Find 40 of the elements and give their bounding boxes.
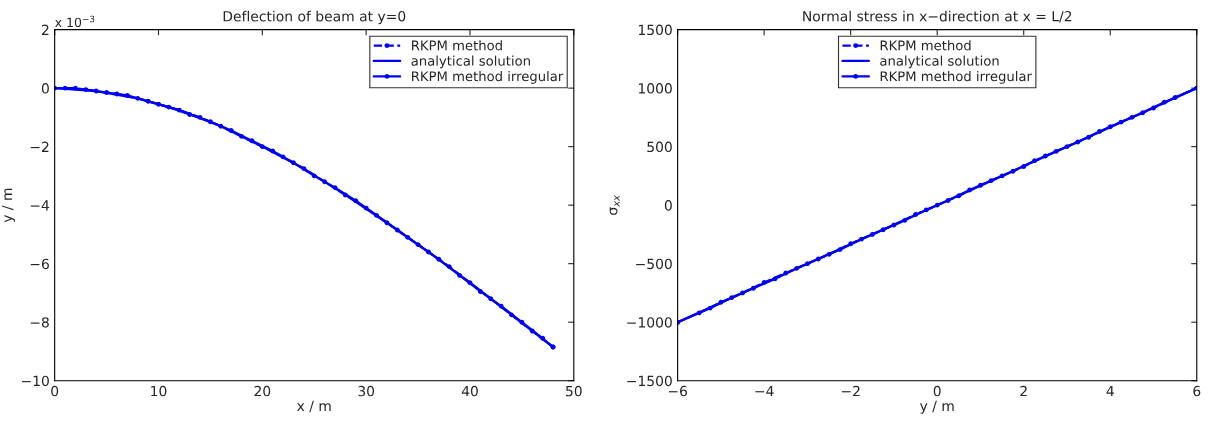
y-tick-label: −2 — [30, 141, 49, 152]
y-tick-label: 2 — [41, 24, 49, 35]
y-tick-label: −1000 — [627, 317, 672, 328]
x-tick-label: 0 — [51, 385, 59, 397]
chart-title: Deflection of beam at y=0 — [223, 10, 406, 25]
x-tick-label: −6 — [668, 385, 687, 397]
y-axis-title: y / m — [1, 188, 15, 223]
x-tick-label: −4 — [755, 385, 774, 397]
x-tick-label: 2 — [1020, 385, 1027, 397]
y-tick-label: 1000 — [638, 83, 672, 94]
legend-label: RKPM method irregular — [880, 70, 1032, 84]
legend-label: RKPM method — [880, 40, 971, 51]
x-axis-title: y / m — [919, 400, 954, 414]
x-tick-label: 4 — [1106, 385, 1114, 397]
x-tick-label: 6 — [1193, 385, 1201, 397]
y-tick-label: 500 — [647, 141, 672, 153]
y-tick-label: −4 — [30, 200, 50, 211]
x-tick-label: 20 — [254, 385, 271, 397]
x-tick-label: 50 — [566, 385, 582, 397]
y-tick-label: −1500 — [627, 375, 672, 387]
y-tick-label: 1500 — [638, 24, 672, 36]
text: x 10$^{−3}$ — [55, 15, 95, 28]
legend-label: analytical solution — [880, 55, 999, 69]
y-tick-label: −8 — [30, 317, 49, 328]
x-tick-label: 40 — [461, 385, 478, 397]
x-tick-label: 10 — [151, 385, 167, 397]
x-tick-label: 0 — [933, 385, 941, 397]
chart-title: Normal stress in x−direction at x = L/2 — [803, 10, 1072, 23]
y-axis-title: σ$_{xx}$ — [609, 195, 620, 215]
x-tick-label: 30 — [358, 385, 375, 397]
x-tick-label: −2 — [841, 385, 860, 397]
legend-label: analytical solution — [411, 55, 530, 69]
x-axis-title: x / m — [297, 400, 331, 413]
y-tick-label: −10 — [21, 375, 49, 387]
legend-label: RKPM method — [412, 40, 502, 51]
y-tick-label: 0 — [664, 200, 672, 211]
legend-label: RKPM method irregular — [412, 70, 564, 84]
y-tick-label: −6 — [30, 258, 49, 270]
y-tick-label: 0 — [41, 83, 49, 94]
y-tick-label: −500 — [636, 258, 672, 270]
